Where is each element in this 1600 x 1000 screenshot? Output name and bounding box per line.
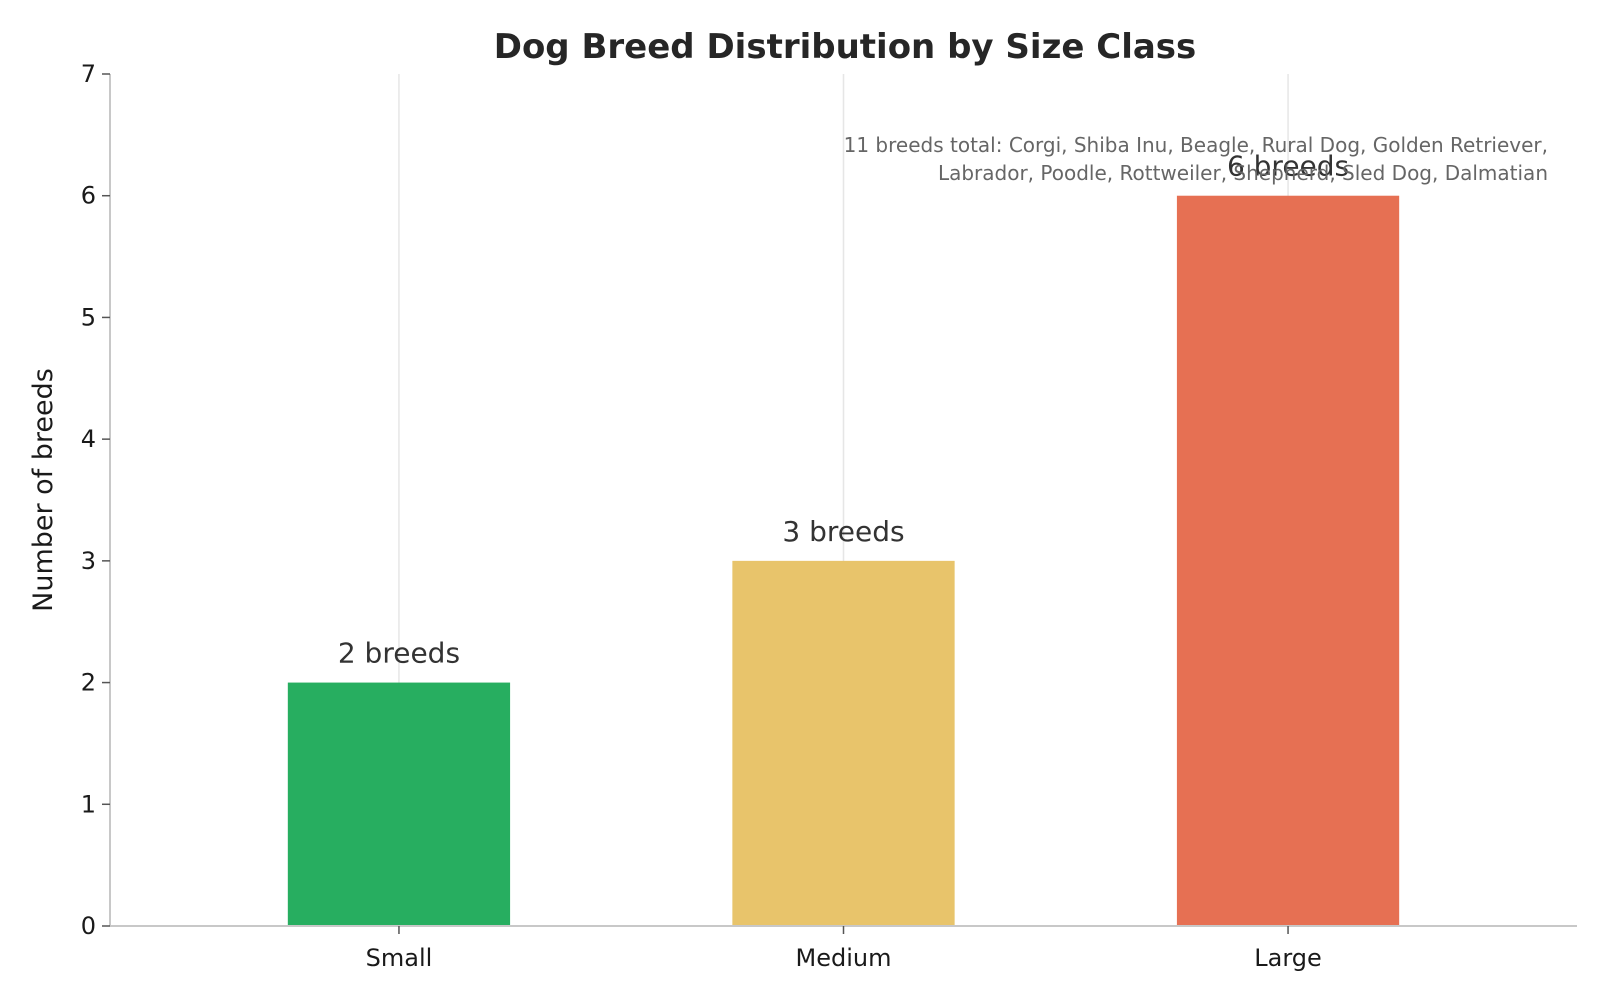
y-axis-label: Number of breeds <box>28 368 59 612</box>
annotation-line-2: Labrador, Poodle, Rottweiler, Shepherd, … <box>938 161 1548 185</box>
y-tick-label-6: 6 <box>81 182 96 210</box>
x-tick-label-medium: Medium <box>796 944 892 972</box>
bar-large <box>1176 195 1400 926</box>
y-tick-label-3: 3 <box>81 547 96 575</box>
bar-medium <box>732 560 955 926</box>
bar-small <box>287 682 511 926</box>
y-tick-label-4: 4 <box>81 425 96 453</box>
y-axis-ticks: 0 1 2 3 4 5 6 7 <box>81 60 110 940</box>
chart-title: Dog Breed Distribution by Size Class <box>494 27 1197 67</box>
bar-label-small: 2 breeds <box>338 637 460 670</box>
y-tick-label-7: 7 <box>81 60 96 88</box>
x-tick-label-small: Small <box>366 944 433 972</box>
bar-label-large: 6 breeds <box>1227 150 1349 183</box>
y-tick-label-1: 1 <box>81 790 96 818</box>
y-tick-label-0: 0 <box>81 912 96 940</box>
annotation-line-1: 11 breeds total: Corgi, Shiba Inu, Beagl… <box>844 133 1548 157</box>
x-tick-label-large: Large <box>1254 944 1322 972</box>
y-tick-label-2: 2 <box>81 669 96 697</box>
x-axis-ticks: Small Medium Large <box>366 926 1322 972</box>
bars <box>287 195 1400 926</box>
bar-label-medium: 3 breeds <box>782 515 904 548</box>
breed-list-annotation: 11 breeds total: Corgi, Shiba Inu, Beagl… <box>844 133 1548 185</box>
bar-value-labels: 2 breeds 3 breeds 6 breeds <box>338 150 1349 670</box>
y-tick-label-5: 5 <box>81 303 96 331</box>
